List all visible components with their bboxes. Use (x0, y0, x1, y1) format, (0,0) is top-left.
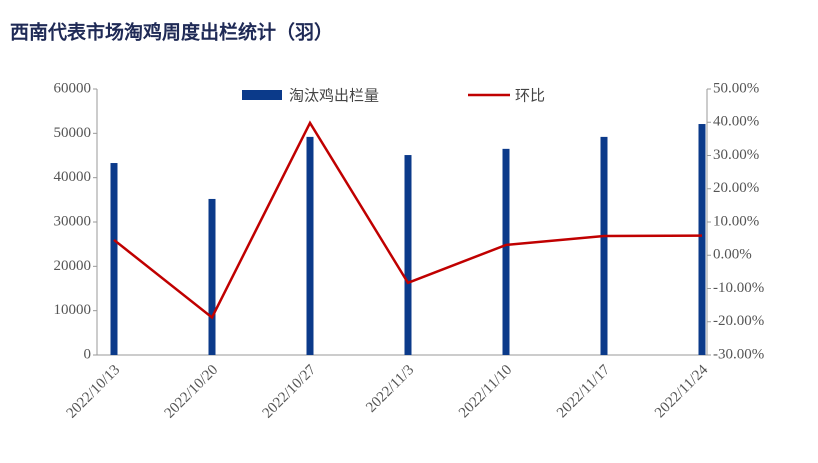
y2-tick-label: 50.00% (713, 80, 759, 96)
bar (404, 155, 412, 355)
line (113, 120, 703, 320)
legend-label: 环比 (515, 87, 545, 105)
x-tick-label: 2022/11/17 (554, 362, 614, 422)
x-tick-label: 2022/10/13 (64, 362, 124, 422)
y-tick-label: 30000 (54, 213, 92, 229)
y2-tick-label: 20.00% (713, 180, 759, 196)
y2-tick-label: 30.00% (713, 147, 759, 163)
bar (698, 124, 706, 355)
x-tick-label: 2022/10/27 (260, 362, 320, 422)
chart-title: 西南代表市场淘鸡周度出栏统计（羽） (10, 21, 333, 44)
bar (208, 198, 216, 355)
bar (110, 163, 118, 355)
x-tick-label: 2022/11/10 (456, 362, 515, 421)
legend-swatch (242, 90, 282, 100)
y-tick-label: 10000 (54, 302, 92, 318)
y-tick-label: 40000 (54, 169, 92, 185)
y2-tick-label: 40.00% (713, 114, 759, 130)
y-tick-label: 0 (84, 346, 92, 362)
y2-tick-label: 10.00% (713, 213, 759, 229)
y-tick-label: 60000 (54, 80, 92, 96)
bar (502, 148, 510, 355)
y2-tick-label: 0.00% (713, 247, 752, 263)
y2-tick-label: -20.00% (713, 313, 764, 329)
x-tick-label: 2022/11/24 (652, 362, 712, 422)
bar (600, 136, 608, 355)
y2-tick-label: -10.00% (713, 280, 764, 296)
bar (306, 136, 314, 355)
x-tick-label: 2022/11/3 (363, 362, 417, 416)
y-tick-label: 20000 (54, 258, 92, 274)
legend-label: 淘汰鸡出栏量 (289, 87, 379, 105)
y-tick-label: 50000 (54, 125, 92, 141)
x-tick-label: 2022/10/20 (162, 362, 222, 422)
y2-tick-label: -30.00% (713, 346, 764, 362)
